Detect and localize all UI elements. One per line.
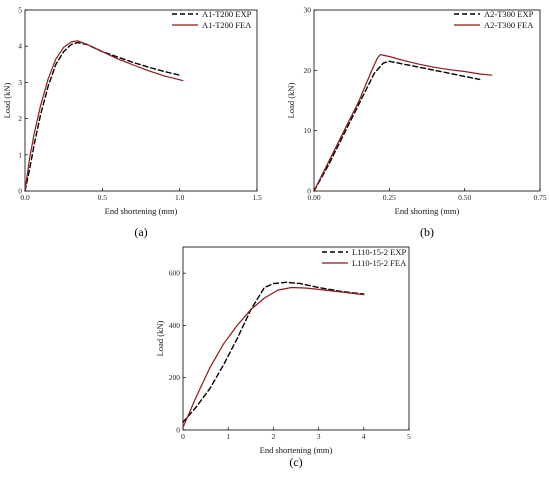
x-tick-label: 0.50 [458,193,471,202]
x-tick-label: 0.5 [98,193,108,202]
y-tick-label: 5 [18,6,22,15]
chart-panel-2: 0.00 0.25 0.50 0.75 0 10 20 30 End shorting (mm)… [286,6,547,240]
series-line-2 [24,40,184,192]
y-tick-label: 4 [18,42,22,51]
y-tick-label: 1 [18,150,22,159]
x-tick-label: 1.5 [252,193,262,202]
panel-label: (b) [420,225,434,239]
x-tick-label: 0.75 [533,193,546,202]
legend-entry: L110-15-2 FEA [352,258,407,268]
y-tick-label: 2 [18,114,22,123]
panel-label: (c) [289,455,302,469]
legend-entry: L110-15-2 EXP [352,247,406,257]
panel-label: (a) [134,225,147,239]
x-tick-label: 4 [362,432,366,441]
y-tick-label: 0 [307,187,311,196]
y-axis-label: Load (kN) [155,321,165,357]
y-tick-label: 200 [169,373,181,382]
x-axis-label: End shorting (mm) [395,206,460,216]
x-tick-label: 0.0 [20,193,30,202]
y-tick-label: 10 [304,126,312,135]
chart-panel-3: 0 1 2 3 4 5 0 200 400 600 End shortening (mm) Load … [155,246,411,469]
plot-frame [313,9,541,192]
y-tick-label: 0 [18,187,22,196]
x-tick-label: 3 [317,432,321,441]
x-tick-label: 1.0 [175,193,185,202]
x-tick-label: 0.00 [307,193,320,202]
x-tick-label: 1 [226,432,230,441]
plot-frame [24,9,258,192]
x-axis-label: End shortening (mm) [105,206,178,216]
chart-panel-1: 0.0 0.5 1.0 1.5 0 1 2 3 4 5 End shortening (mm) Loa… [2,6,262,240]
x-tick-label: 0.25 [383,193,396,202]
y-tick-label: 3 [18,78,22,87]
y-tick-label: 0 [176,426,180,435]
series-line-1 [182,281,365,423]
legend-entry: A1-T200 EXP [202,9,252,19]
series-line-1 [24,41,181,192]
x-tick-label: 5 [407,432,411,441]
series-line-2 [313,53,493,192]
y-tick-label: 30 [304,6,312,15]
y-tick-label: 20 [304,66,312,75]
x-tick-label: 0 [181,432,185,441]
legend-entry: A2-T300 EXP [484,9,534,19]
series-line-1 [313,60,481,192]
y-axis-label: Load (kN) [2,83,12,119]
x-axis-label: End shortening (mm) [260,445,333,455]
legend-entry: A1-T200 FEA [202,20,252,30]
plot-frame [182,246,410,431]
y-tick-label: 400 [169,321,181,330]
y-tick-label: 600 [169,269,181,278]
y-axis-label: Load (kN) [286,83,296,119]
series-line-2 [182,286,365,428]
legend-entry: A2-T300 FEA [484,20,534,30]
x-tick-label: 2 [272,432,276,441]
